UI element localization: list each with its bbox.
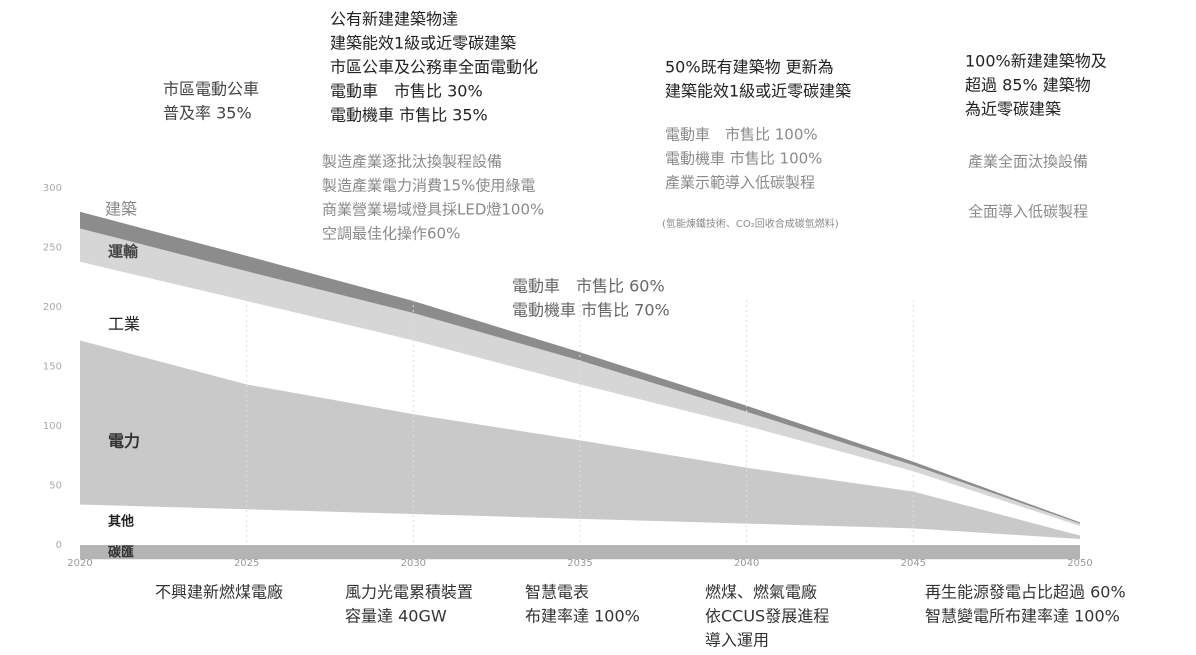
annotation: 公有新建建築物達: [330, 10, 458, 29]
area: [80, 261, 1080, 536]
annotation: 市區公車及公務車全面電動化: [330, 58, 538, 77]
annotation: 智慧變電所布建率達 100%: [925, 607, 1120, 626]
x-tick-label: 2040: [734, 558, 759, 569]
x-tick-label: 2050: [1067, 558, 1092, 569]
annotation: 普及率 35%: [163, 104, 252, 123]
annotation: 100%新建建築物及: [965, 52, 1107, 71]
y-tick-label: 300: [43, 183, 62, 194]
annotation: 空調最佳化操作60%: [322, 225, 460, 243]
annotation: 全面導入低碳製程: [968, 203, 1088, 221]
x-tick-label: 2035: [567, 558, 592, 569]
annotation: 導入運用: [705, 631, 769, 650]
annotation: 電動機車 市售比 100%: [665, 150, 822, 168]
x-tick-label: 2045: [901, 558, 926, 569]
series-label: 碳匯: [108, 545, 134, 561]
y-tick-label: 200: [43, 302, 62, 313]
annotation: 布建率達 100%: [525, 607, 640, 626]
area: [80, 340, 1080, 540]
annotation: 建築能效1級或近零碳建築: [665, 82, 851, 101]
annotation: 再生能源發電占比超過 60%: [925, 583, 1126, 602]
y-tick-label: 50: [49, 481, 62, 492]
annotation: 不興建新燃煤電廠: [155, 583, 283, 602]
annotation: 容量達 40GW: [345, 607, 447, 626]
annotation: (氫能煉鐵技術、CO₂回收合成碳氫燃料): [662, 217, 839, 230]
series-label: 電力: [108, 432, 140, 451]
annotation: 超過 85% 建築物: [965, 76, 1091, 95]
annotation: 50%既有建築物 更新為: [665, 58, 834, 77]
annotation: 電動機車 市售比 35%: [330, 106, 488, 125]
series-label: 運輸: [108, 243, 139, 261]
series-label: 工業: [108, 315, 140, 334]
annotation: 製造產業逐批汰換製程設備: [322, 153, 502, 171]
annotation: 電動車 市售比 30%: [330, 82, 483, 101]
annotation: 產業示範導入低碳製程: [665, 174, 815, 192]
area: [80, 228, 1080, 526]
y-tick-label: 150: [43, 362, 62, 373]
y-tick-label: 0: [56, 540, 62, 551]
x-tick-label: 2020: [67, 558, 92, 569]
area: [80, 545, 1080, 560]
annotation: 製造產業電力消費15%使用綠電: [322, 177, 535, 195]
annotation: 依CCUS發展進程: [705, 607, 829, 626]
y-tick-label: 100: [43, 421, 62, 432]
annotation: 為近零碳建築: [965, 100, 1061, 119]
annotation: 智慧電表: [525, 583, 589, 602]
annotation: 商業營業場域燈具採LED燈100%: [322, 201, 544, 219]
x-tick-label: 2025: [234, 558, 259, 569]
annotation: 市區電動公車: [163, 80, 259, 99]
annotation: 建築能效1級或近零碳建築: [330, 34, 516, 53]
annotation: 產業全面汰換設備: [968, 153, 1088, 171]
series-label: 其他: [108, 514, 134, 530]
annotation: 電動車 市售比 100%: [665, 126, 818, 144]
x-tick-label: 2030: [401, 558, 426, 569]
annotation: 電動機車 市售比 70%: [512, 301, 670, 320]
annotation: 燃煤、燃氣電廠: [705, 583, 817, 602]
annotation: 電動車 市售比 60%: [512, 277, 665, 296]
area: [80, 504, 1080, 545]
annotation: 風力光電累積裝置: [345, 583, 473, 602]
series-label: 建築: [105, 200, 137, 219]
area: [80, 211, 1080, 524]
y-tick-label: 250: [43, 243, 62, 254]
